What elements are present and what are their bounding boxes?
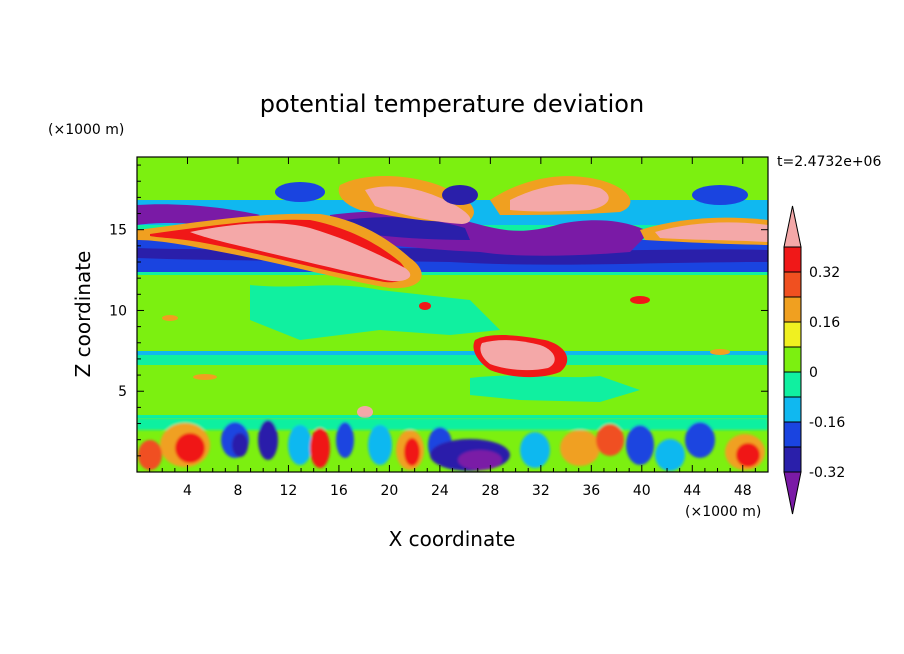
x-tick-label: 32 — [532, 483, 550, 499]
field-midlevel-patch — [250, 285, 500, 340]
field-lower — [137, 365, 768, 415]
x-tick-label: 48 — [734, 483, 752, 499]
colorbar-box — [783, 371, 802, 398]
colorbar-box — [783, 296, 802, 323]
x-tick-label: 44 — [683, 483, 701, 499]
colorbar-label: -0.32 — [809, 465, 845, 481]
field-lower-patch — [470, 375, 640, 402]
time-label: t=2.4732e+06 — [777, 154, 881, 170]
speck-1 — [419, 302, 431, 310]
colorbar-label: 0 — [809, 365, 818, 381]
cold-blob-top-right — [692, 185, 748, 205]
boundary-layer-cells — [137, 418, 768, 471]
y-tick-label: 10 — [109, 303, 127, 319]
y-tick-label: 5 — [118, 384, 127, 400]
y-unit-label: (×1000 m) — [48, 122, 124, 138]
warm-streak-pink — [190, 223, 411, 282]
colorbar-arrow-bottom — [783, 471, 802, 515]
cold-blob-top-left — [275, 182, 325, 202]
x-tick-label: 4 — [183, 483, 192, 499]
speck-5 — [193, 374, 217, 380]
thin-cyan-line — [137, 351, 768, 355]
cold-blob-top-mid — [442, 185, 478, 205]
x-tick-label: 12 — [280, 483, 298, 499]
x-axis: 4 8 12 16 20 24 28 32 36 40 44 48 — [149, 157, 756, 499]
colorbar-arrow-top — [783, 205, 802, 248]
colorbar-label: -0.16 — [809, 415, 845, 431]
colorbar-box — [783, 396, 802, 423]
x-tick-label: 24 — [431, 483, 449, 499]
x-tick-label: 8 — [233, 483, 242, 499]
speck-3 — [710, 349, 730, 355]
x-tick-label: 16 — [330, 483, 348, 499]
colorbar-box — [783, 246, 802, 273]
speck-2 — [630, 296, 650, 304]
colorbar-label: 0.16 — [809, 315, 840, 331]
colorbar-box — [783, 446, 802, 473]
y-axis: 5 10 15 — [109, 164, 768, 457]
colorbar-box — [783, 346, 802, 373]
mid-warm-patch-pink — [480, 340, 555, 371]
colorbar-label: 0.32 — [809, 265, 840, 281]
x-tick-label: 40 — [633, 483, 651, 499]
speck-6 — [357, 406, 373, 418]
upper-warm-pink-right — [510, 184, 609, 212]
plot-area — [137, 157, 768, 472]
x-tick-label: 20 — [380, 483, 398, 499]
x-axis-label: X coordinate — [389, 527, 516, 551]
colorbar-box — [783, 321, 802, 348]
x-tick-label: 36 — [582, 483, 600, 499]
colorbar-box — [783, 271, 802, 298]
x-unit-label: (×1000 m) — [685, 504, 761, 520]
chart-title: potential temperature deviation — [260, 90, 644, 118]
y-axis-label: Z coordinate — [71, 251, 95, 378]
upper-warm-pink-left — [365, 186, 471, 224]
y-tick-label: 15 — [109, 223, 127, 239]
x-tick-label: 28 — [481, 483, 499, 499]
speck-4 — [162, 315, 178, 321]
colorbar: 0.32 0.16 0 -0.16 -0.32 — [783, 205, 845, 515]
upper-warm-pink-far-right — [655, 222, 768, 242]
colorbar-box — [783, 421, 802, 448]
